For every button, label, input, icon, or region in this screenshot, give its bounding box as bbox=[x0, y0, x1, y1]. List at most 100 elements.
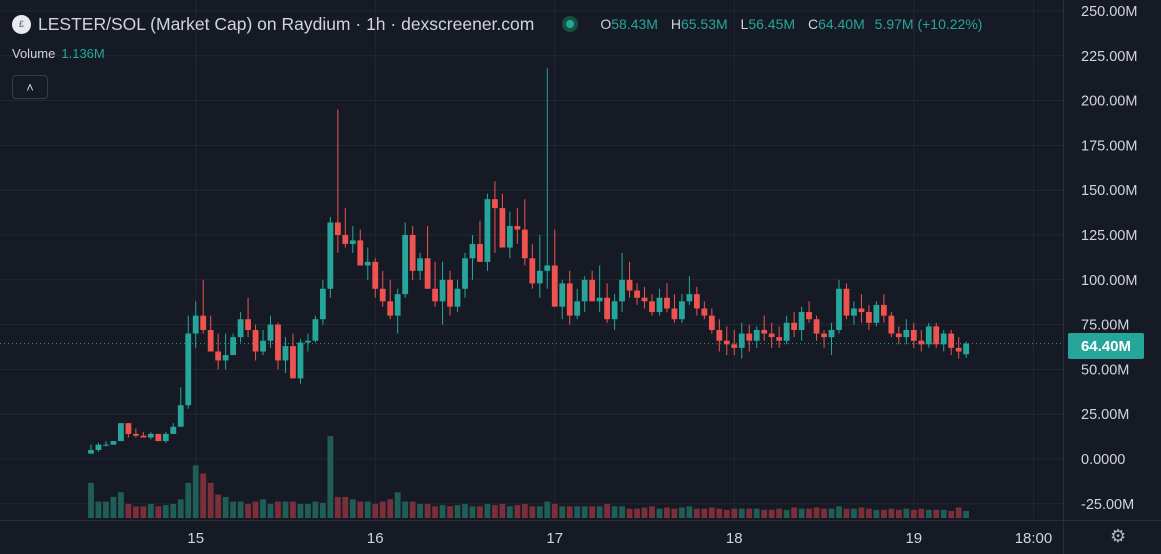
candle-body bbox=[761, 329, 768, 334]
candle-body bbox=[170, 426, 177, 434]
candle-body bbox=[910, 329, 917, 341]
volume-bar bbox=[716, 508, 723, 518]
candle-body bbox=[888, 315, 895, 334]
volume-bar bbox=[634, 508, 640, 518]
volume-legend: Volume 1.136M bbox=[12, 46, 105, 61]
settings-icon[interactable]: ⚙ bbox=[1110, 526, 1127, 546]
volume-bar bbox=[701, 508, 708, 518]
y-tick-label: 75.00M bbox=[1081, 318, 1129, 334]
candle-body bbox=[634, 290, 640, 298]
volume-bar bbox=[462, 503, 468, 518]
candle-body bbox=[836, 288, 842, 330]
volume-bar bbox=[222, 496, 229, 518]
candle-body bbox=[566, 283, 573, 316]
volume-bar bbox=[484, 503, 491, 518]
volume-bar bbox=[910, 509, 917, 518]
live-indicator-button[interactable] bbox=[562, 16, 579, 32]
low-label: L bbox=[740, 16, 749, 32]
candle-body bbox=[664, 297, 670, 309]
volume-bar bbox=[566, 506, 573, 518]
candle-body bbox=[462, 258, 468, 289]
volume-bar bbox=[237, 501, 244, 518]
volume-bar bbox=[207, 482, 214, 518]
volume-bar bbox=[746, 508, 753, 518]
volume-bar bbox=[836, 506, 842, 518]
candle-body bbox=[132, 433, 139, 436]
candle-body bbox=[813, 319, 820, 334]
candle-body bbox=[305, 340, 311, 343]
volume-bar bbox=[679, 507, 685, 518]
volume-bar bbox=[708, 507, 715, 518]
candle-body bbox=[828, 329, 835, 338]
candle-body bbox=[125, 423, 132, 434]
volume-bar bbox=[843, 508, 850, 518]
chevron-up-icon: ˄ bbox=[26, 79, 34, 95]
candle-body bbox=[394, 294, 401, 316]
candle-body bbox=[177, 405, 184, 427]
live-dot-icon bbox=[566, 20, 575, 28]
candle-body bbox=[551, 265, 558, 307]
collapse-legend-button[interactable]: ˄ bbox=[12, 75, 48, 99]
candle-body bbox=[402, 235, 409, 295]
candle-body bbox=[731, 344, 738, 348]
volume-bar bbox=[297, 503, 304, 518]
candle-body bbox=[379, 288, 386, 302]
candle-body bbox=[484, 199, 491, 262]
candle-body bbox=[230, 337, 237, 356]
volume-bar bbox=[559, 506, 566, 518]
volume-bar bbox=[103, 501, 109, 518]
volume-bar bbox=[252, 501, 259, 518]
volume-bar bbox=[596, 506, 603, 518]
candle-body bbox=[312, 319, 319, 341]
volume-bar bbox=[170, 503, 177, 518]
volume-bar bbox=[858, 507, 865, 518]
x-tick-label: 15 bbox=[187, 530, 204, 547]
volume-bar bbox=[506, 506, 513, 518]
volume-bar bbox=[305, 503, 311, 518]
candle-body bbox=[723, 340, 730, 345]
volume-bar bbox=[798, 508, 805, 518]
candle-body bbox=[357, 240, 364, 266]
volume-bar bbox=[551, 503, 558, 518]
volume-bar bbox=[806, 508, 812, 518]
volume-bar bbox=[132, 506, 139, 518]
volume-bar bbox=[521, 503, 528, 518]
token-logo: £ bbox=[12, 14, 31, 34]
x-tick-label: 19 bbox=[905, 530, 922, 547]
volume-bar bbox=[813, 507, 820, 518]
volume-bar bbox=[851, 508, 857, 518]
candle-body bbox=[596, 297, 603, 302]
candle-body bbox=[327, 222, 334, 289]
candle-body bbox=[499, 208, 506, 248]
candle-body bbox=[95, 444, 102, 451]
volume-bar bbox=[604, 503, 611, 518]
volume-bar bbox=[589, 506, 596, 518]
volume-bar bbox=[611, 506, 618, 518]
candle-body bbox=[185, 333, 192, 406]
open-value: 58.43M bbox=[611, 16, 658, 32]
volume-bar bbox=[619, 506, 625, 518]
volume-bar bbox=[424, 503, 431, 518]
volume-bar bbox=[200, 473, 207, 518]
candle-body bbox=[207, 329, 214, 352]
candle-body bbox=[753, 329, 760, 341]
candle-body bbox=[342, 235, 349, 244]
volume-label: Volume bbox=[12, 46, 56, 61]
volume-bar bbox=[417, 503, 424, 518]
candle-body bbox=[260, 340, 266, 352]
y-tick-label: 150.00M bbox=[1081, 183, 1137, 199]
candle-body bbox=[88, 450, 94, 454]
candle-body bbox=[267, 324, 274, 341]
volume-bar bbox=[379, 501, 386, 518]
volume-bar bbox=[118, 492, 124, 518]
volume-bar bbox=[432, 506, 438, 518]
candle-body bbox=[940, 333, 947, 345]
volume-bar bbox=[364, 501, 371, 518]
candle-body bbox=[671, 308, 678, 320]
candle-body bbox=[559, 283, 566, 307]
candle-body bbox=[955, 347, 962, 352]
volume-bar bbox=[693, 508, 700, 518]
volume-bar bbox=[275, 501, 281, 518]
volume-bar bbox=[940, 509, 947, 518]
